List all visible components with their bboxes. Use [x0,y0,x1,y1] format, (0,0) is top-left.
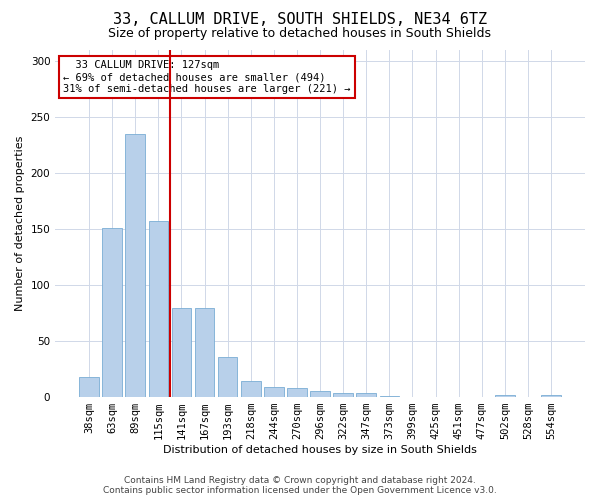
Y-axis label: Number of detached properties: Number of detached properties [15,136,25,311]
Bar [79,377,99,397]
Bar [103,228,122,397]
Bar [125,134,145,397]
Bar [264,387,284,397]
Text: Size of property relative to detached houses in South Shields: Size of property relative to detached ho… [109,28,491,40]
X-axis label: Distribution of detached houses by size in South Shields: Distribution of detached houses by size … [163,445,477,455]
Bar [380,396,399,397]
Bar [310,392,330,397]
Bar [356,392,376,397]
Text: Contains HM Land Registry data © Crown copyright and database right 2024.
Contai: Contains HM Land Registry data © Crown c… [103,476,497,495]
Bar [195,308,214,397]
Bar [287,388,307,397]
Bar [218,357,238,397]
Bar [241,382,260,397]
Text: 33, CALLUM DRIVE, SOUTH SHIELDS, NE34 6TZ: 33, CALLUM DRIVE, SOUTH SHIELDS, NE34 6T… [113,12,487,28]
Bar [149,222,168,397]
Bar [334,392,353,397]
Bar [541,395,561,397]
Bar [172,308,191,397]
Bar [495,395,515,397]
Text: 33 CALLUM DRIVE: 127sqm
← 69% of detached houses are smaller (494)
31% of semi-d: 33 CALLUM DRIVE: 127sqm ← 69% of detache… [63,60,350,94]
